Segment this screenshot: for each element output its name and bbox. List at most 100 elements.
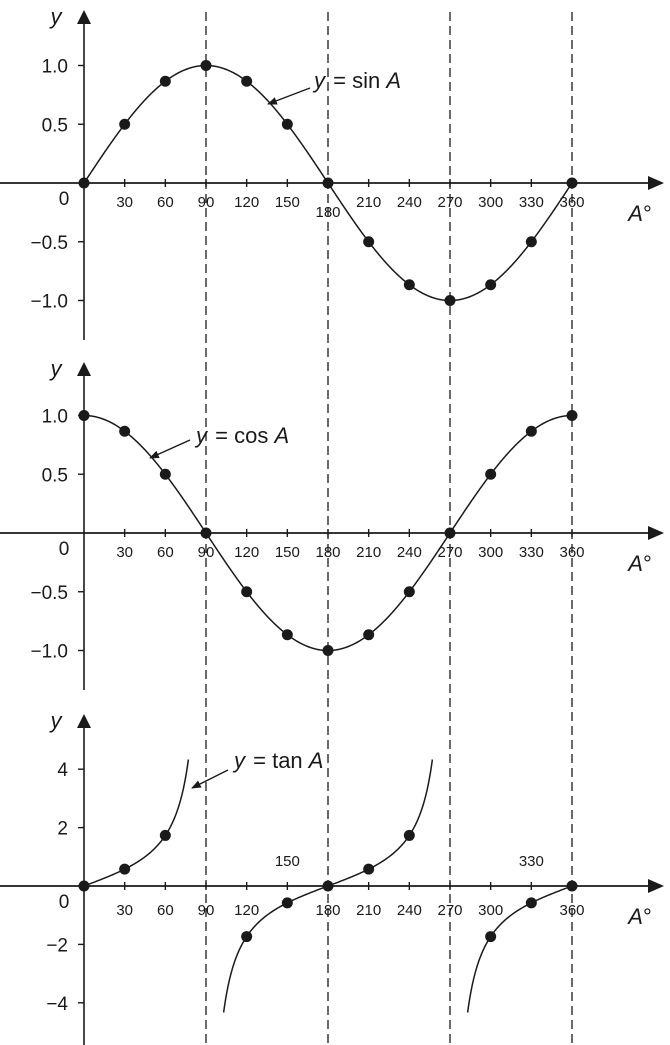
y-tick-label: −2 [46, 935, 68, 956]
x-tick-label: 330 [519, 544, 544, 561]
x-tick-label: 360 [559, 194, 584, 211]
curve-label-fn: tan [272, 748, 309, 773]
x-tick-label: 210 [356, 544, 381, 561]
x-axis-label-var: A [626, 201, 643, 226]
x-axis-label: A° [626, 904, 652, 929]
x-axis-label-unit: ° [643, 551, 652, 576]
x-axis-label-unit: ° [643, 904, 652, 929]
data-point [485, 279, 497, 291]
y-tick-label: 0.5 [42, 115, 68, 136]
curve-tan-branch-1 [83, 759, 190, 887]
curve-label-tan: y = tan A [232, 748, 323, 773]
data-point [322, 880, 334, 892]
curve-label-fn: sin [352, 68, 386, 93]
y-tick-label: 4 [57, 760, 68, 781]
data-point [525, 425, 537, 437]
x-tick-label: 210 [356, 194, 381, 211]
x-tick-label: 150 [275, 544, 300, 561]
curve-label-cos: y = cos A [194, 423, 289, 448]
x-tick-label: 330 [519, 194, 544, 211]
data-point [566, 410, 578, 421]
panel-cos: yA°01.00.5−0.5−1.030 60 90 120 150 180 210 240 2… [0, 356, 664, 690]
curve-label-eq: = [209, 423, 234, 448]
x-tick-label: 270 [437, 194, 462, 211]
data-point [403, 586, 415, 598]
x-tick-label: 60 [157, 544, 174, 561]
curve-label-var: A [272, 423, 289, 448]
curve-label-pointer [191, 769, 229, 789]
curve-label-y: y [312, 68, 327, 93]
curve-label-fn: cos [234, 423, 274, 448]
y-axis-arrowhead [77, 714, 91, 728]
y-axis-arrowhead [77, 362, 91, 376]
x-tick-label: 300 [478, 194, 503, 211]
curve-label-pointer [267, 87, 311, 105]
data-point [363, 863, 375, 875]
x-tick-label: 120 [234, 544, 259, 561]
data-point [444, 527, 456, 539]
data-point [241, 586, 253, 598]
y-tick-label: 0.5 [42, 465, 68, 486]
y-tick-label: −0.5 [30, 583, 68, 604]
data-point [241, 75, 253, 87]
x-tick-label: 120 [234, 194, 259, 211]
data-point [78, 177, 90, 189]
x-tick-label: 300 [478, 544, 503, 561]
curve-label-var: A [307, 748, 324, 773]
x-axis-label-var: A [626, 551, 643, 576]
data-point [159, 468, 171, 480]
curve-label-y: y [232, 748, 247, 773]
x-axis-arrowhead [648, 879, 664, 893]
data-point [485, 931, 497, 943]
x-tick-label: 240 [397, 194, 422, 211]
y-tick-label: −0.5 [30, 233, 68, 254]
data-point [281, 629, 293, 641]
x-axis-arrowhead [648, 526, 664, 540]
data-point [281, 118, 293, 130]
x-tick-label: 240 [397, 544, 422, 561]
x-tick-label: 360 [559, 544, 584, 561]
origin-label: 0 [59, 892, 70, 913]
x-tick-label: 30 [116, 902, 133, 919]
data-point [403, 279, 415, 291]
curve-label-var: A [384, 68, 401, 93]
x-tick-label: 270 [437, 902, 462, 919]
data-point [322, 177, 334, 189]
data-point [200, 527, 212, 539]
data-point [281, 897, 293, 909]
x-tick-label: 90 [198, 544, 215, 561]
origin-label: 0 [59, 189, 70, 210]
curve-label-eq: = [327, 68, 352, 93]
y-tick-label: −4 [46, 994, 68, 1015]
y-tick-label: 1.0 [42, 57, 68, 78]
x-tick-label: 210 [356, 902, 381, 919]
x-tick-label: 90 [198, 194, 215, 211]
curve-tan-branch-3 [466, 885, 573, 1013]
data-point [363, 236, 375, 248]
data-point [78, 410, 90, 421]
data-point [403, 829, 415, 841]
y-tick-label: 1.0 [42, 407, 68, 428]
y-tick-label: 2 [57, 819, 68, 840]
x-tick-label: 90 [198, 902, 215, 919]
x-tick-label: 30 [116, 544, 133, 561]
y-axis-label: y [49, 708, 64, 733]
x-tick-label: 180 [315, 902, 340, 919]
data-point [159, 75, 171, 87]
data-point [525, 897, 537, 909]
data-point [241, 931, 253, 943]
x-tick-label: 120 [234, 902, 259, 919]
x-tick-label: 360 [559, 902, 584, 919]
x-tick-label: 60 [157, 194, 174, 211]
data-point [159, 829, 171, 841]
x-axis-label-unit: ° [643, 201, 652, 226]
x-tick-label: 180 [315, 204, 340, 221]
data-point [566, 177, 578, 189]
curve-label-y: y [194, 423, 209, 448]
y-tick-label: −1.0 [30, 642, 68, 663]
x-axis-label-var: A [626, 904, 643, 929]
